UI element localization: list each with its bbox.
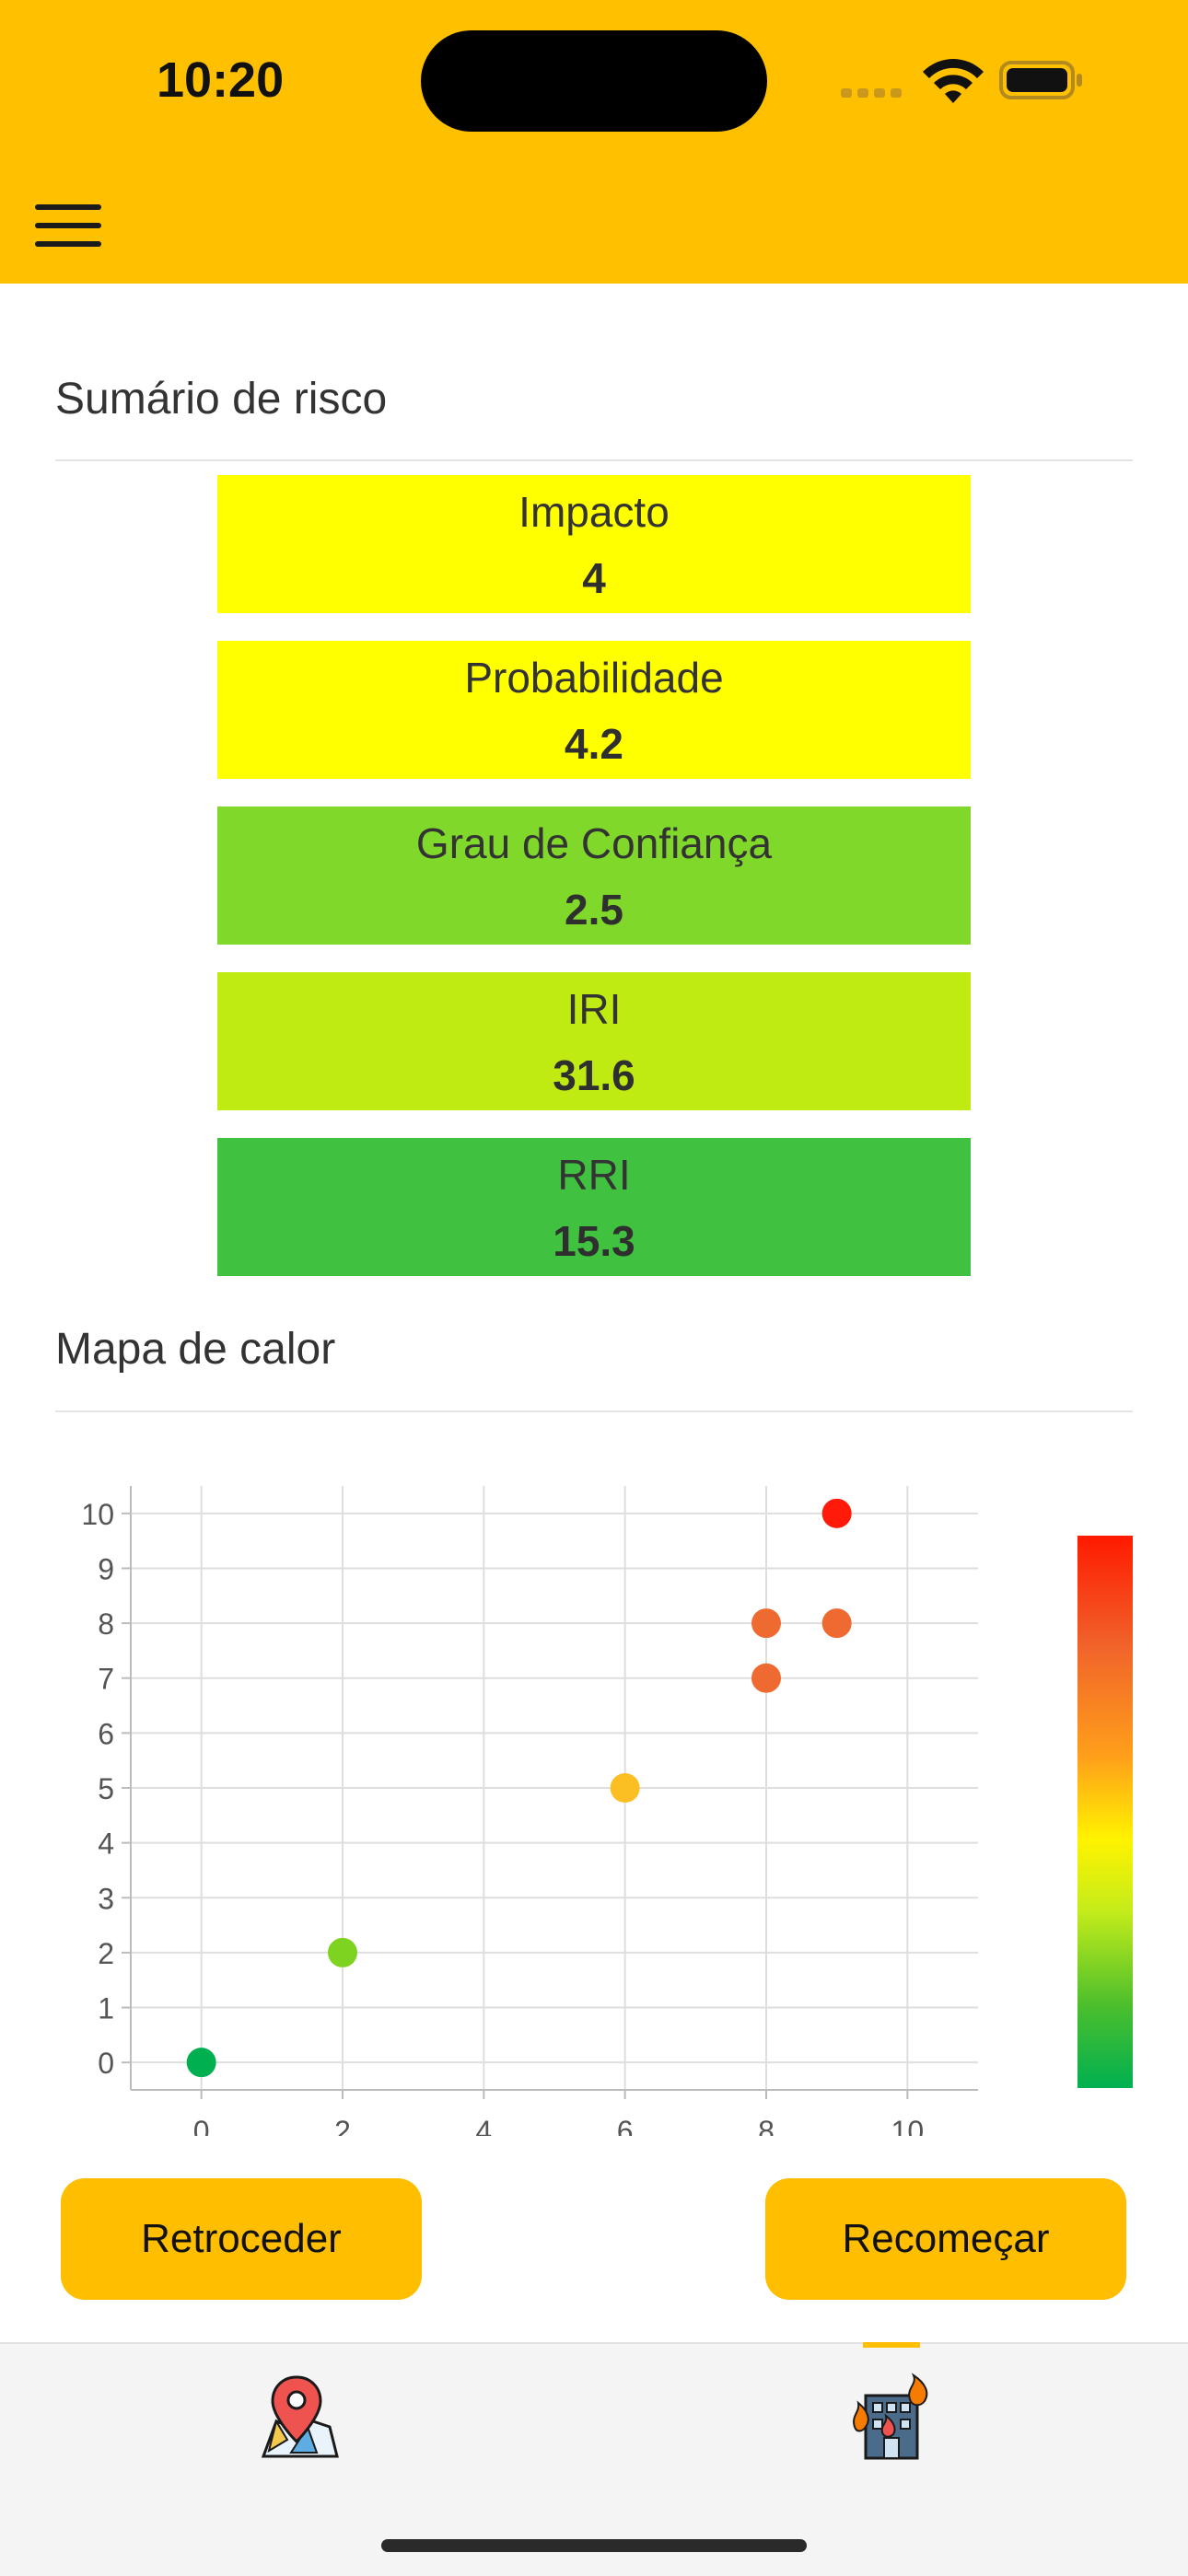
metric-label: Grau de Confiança (415, 819, 773, 867)
heatmap-scatter-chart: 0 1 2 3 4 5 6 7 8 9 10 0 2 4 6 8 10 (81, 1486, 978, 2136)
y-tick-label: 10 (81, 1498, 114, 1531)
restart-button[interactable]: Recomeçar (765, 2178, 1126, 2300)
burning-building-icon[interactable] (845, 2372, 938, 2464)
x-tick-label: 0 (193, 2115, 210, 2136)
y-tick-label: 0 (98, 2047, 114, 2080)
wifi-icon (923, 59, 984, 103)
y-tick-label: 3 (98, 1882, 114, 1915)
y-tick-label: 8 (98, 1607, 114, 1641)
map-pin-icon[interactable] (250, 2372, 343, 2464)
metric-value: 31.6 (553, 1051, 635, 1099)
heatmap-divider (55, 1410, 1133, 1412)
y-tick-label: 2 (98, 1937, 114, 1970)
x-tick-label: 6 (617, 2115, 634, 2136)
metric-rri: RRI 15.3 (217, 1138, 971, 1276)
metric-value: 4.2 (565, 720, 623, 768)
y-tick-label: 7 (98, 1663, 114, 1696)
y-tick-label: 5 (98, 1772, 114, 1805)
metric-label: Impacto (518, 488, 670, 536)
data-point (751, 1608, 781, 1639)
battery-icon (999, 61, 1082, 99)
metric-label: Probabilidade (464, 654, 724, 702)
metric-label: RRI (557, 1151, 631, 1199)
x-tick-label: 2 (334, 2115, 351, 2136)
active-tab-indicator (863, 2342, 920, 2348)
data-point (186, 2048, 216, 2078)
cellular-signal-icon (841, 86, 907, 102)
metric-value: 4 (582, 554, 606, 602)
menu-button[interactable] (35, 201, 101, 249)
x-tick-label: 10 (891, 2115, 925, 2136)
status-time: 10:20 (157, 52, 285, 108)
back-button[interactable]: Retroceder (61, 2178, 422, 2300)
summary-title: Sumário de risco (55, 375, 388, 424)
tab-bar (0, 2342, 1188, 2576)
y-tick-label: 4 (98, 1828, 114, 1861)
x-tick-label: 8 (758, 2115, 775, 2136)
metric-value: 15.3 (553, 1217, 635, 1265)
metric-probabilidade: Probabilidade 4.2 (217, 641, 971, 779)
heatmap-title: Mapa de calor (55, 1325, 336, 1374)
y-tick-label: 9 (98, 1552, 114, 1585)
data-point (821, 1608, 852, 1639)
data-point (821, 1498, 852, 1528)
y-tick-label: 6 (98, 1717, 114, 1750)
color-scale-legend (1077, 1536, 1133, 2088)
data-point (751, 1663, 781, 1693)
dynamic-island (421, 30, 767, 132)
metric-impacto: Impacto 4 (217, 475, 971, 613)
home-indicator (381, 2539, 807, 2552)
app-header: 10:20 (0, 0, 1188, 284)
data-point (328, 1937, 357, 1967)
x-tick-label: 4 (475, 2115, 492, 2136)
metric-label: IRI (566, 985, 622, 1033)
data-point (610, 1773, 640, 1803)
metric-iri: IRI 31.6 (217, 972, 971, 1110)
metric-value: 2.5 (565, 886, 623, 934)
summary-divider (55, 459, 1133, 461)
y-tick-label: 1 (98, 1992, 114, 2025)
metric-grau-confianca: Grau de Confiança 2.5 (217, 806, 971, 945)
